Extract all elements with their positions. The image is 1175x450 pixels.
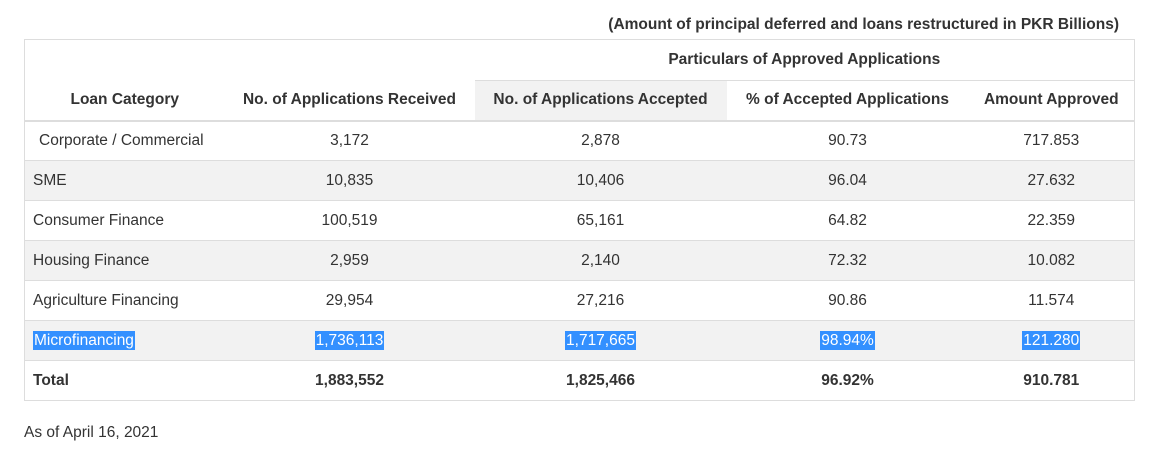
cell-amount: 11.574 <box>968 280 1135 321</box>
group-header-approved: Particulars of Approved Applications <box>474 39 1135 81</box>
cell-accepted: 10,406 <box>474 160 727 201</box>
col-header-applications-received: No. of Applications Received <box>224 80 475 122</box>
table-container: Particulars of Approved Applications Loa… <box>24 39 1136 401</box>
cell-category: Microfinancing <box>24 320 225 361</box>
cell-accepted: 2,140 <box>474 240 727 281</box>
header-spacer <box>225 40 475 81</box>
cell-accepted: 1,717,665 <box>474 320 727 361</box>
cell-pct-accepted: 64.82 <box>726 200 969 241</box>
col-header-pct-accepted: % of Accepted Applications <box>726 80 969 122</box>
selected-text[interactable]: 1,717,665 <box>565 330 636 350</box>
cell-accepted: 65,161 <box>474 200 727 241</box>
table-row: Housing Finance 2,959 2,140 72.32 10.082 <box>24 240 1135 281</box>
cell-received: 2,959 <box>224 240 475 281</box>
table-caption: (Amount of principal deferred and loans … <box>608 16 1119 33</box>
selected-text[interactable]: Microfinancing <box>33 330 135 350</box>
cell-amount: 717.853 <box>968 120 1135 161</box>
header-spacer <box>25 40 225 81</box>
cell-received: 10,835 <box>224 160 475 201</box>
col-header-amount-approved: Amount Approved <box>968 80 1135 122</box>
cell-pct-accepted: 96.04 <box>726 160 969 201</box>
cell-accepted: 27,216 <box>474 280 727 321</box>
table-row: Agriculture Financing 29,954 27,216 90.8… <box>24 280 1135 321</box>
cell-amount: 27.632 <box>968 160 1135 201</box>
loan-deferment-table: Particulars of Approved Applications Loa… <box>24 39 1136 401</box>
cell-total-label: Total <box>24 360 225 401</box>
cell-total-received: 1,883,552 <box>224 360 475 401</box>
cell-pct-accepted: 98.94% <box>726 320 969 361</box>
selected-text[interactable]: 1,736,113 <box>314 330 385 350</box>
table-row-selected: Microfinancing 1,736,113 1,717,665 98.94… <box>24 320 1135 361</box>
cell-amount: 10.082 <box>968 240 1135 281</box>
col-header-applications-accepted: No. of Applications Accepted <box>474 80 727 122</box>
cell-received: 1,736,113 <box>224 320 475 361</box>
table-row: Corporate / Commercial 3,172 2,878 90.73… <box>24 120 1135 161</box>
cell-pct-accepted: 72.32 <box>726 240 969 281</box>
cell-total-accepted: 1,825,466 <box>474 360 727 401</box>
table-row: Consumer Finance 100,519 65,161 64.82 22… <box>24 200 1135 241</box>
table-row: SME 10,835 10,406 96.04 27.632 <box>24 160 1135 201</box>
cell-category: Housing Finance <box>24 240 225 281</box>
cell-accepted: 2,878 <box>474 120 727 161</box>
cell-category: SME <box>24 160 225 201</box>
cell-total-pct-accepted: 96.92% <box>726 360 969 401</box>
cell-category: Corporate / Commercial <box>24 120 225 161</box>
col-header-loan-category: Loan Category <box>24 80 225 122</box>
table-row-total: Total 1,883,552 1,825,466 96.92% 910.781 <box>24 360 1135 401</box>
cell-received: 100,519 <box>224 200 475 241</box>
cell-amount: 121.280 <box>968 320 1135 361</box>
cell-pct-accepted: 90.73 <box>726 120 969 161</box>
cell-amount: 22.359 <box>968 200 1135 241</box>
cell-pct-accepted: 90.86 <box>726 280 969 321</box>
selected-text[interactable]: 98.94% <box>820 330 875 350</box>
selected-text[interactable]: 121.280 <box>1022 330 1081 350</box>
cell-received: 3,172 <box>224 120 475 161</box>
cell-category: Consumer Finance <box>24 200 225 241</box>
cell-received: 29,954 <box>224 280 475 321</box>
cell-total-amount: 910.781 <box>968 360 1135 401</box>
cell-category: Agriculture Financing <box>24 280 225 321</box>
as-of-date-note: As of April 16, 2021 <box>24 424 159 441</box>
